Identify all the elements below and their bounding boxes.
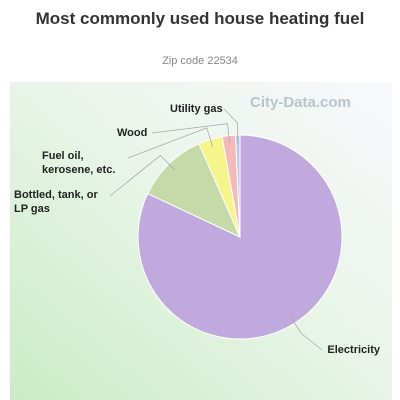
watermark: City-Data.com bbox=[250, 94, 351, 111]
leader-line bbox=[109, 154, 175, 197]
slice-label: Utility gas bbox=[170, 103, 223, 115]
chart-subtitle: Zip code 22534 bbox=[162, 55, 238, 67]
leader-line bbox=[151, 123, 231, 144]
chart-title: Most commonly used house heating fuel bbox=[35, 9, 365, 28]
slice-label: Wood bbox=[117, 127, 148, 139]
leader-line bbox=[127, 127, 214, 159]
slice-label: Electricity bbox=[327, 344, 380, 356]
slice-label: Fuel oil, kerosene, etc. bbox=[42, 150, 116, 176]
leader-line bbox=[223, 108, 239, 144]
leader-line bbox=[289, 316, 323, 351]
slice-label: Bottled, tank, or LP gas bbox=[14, 189, 98, 215]
